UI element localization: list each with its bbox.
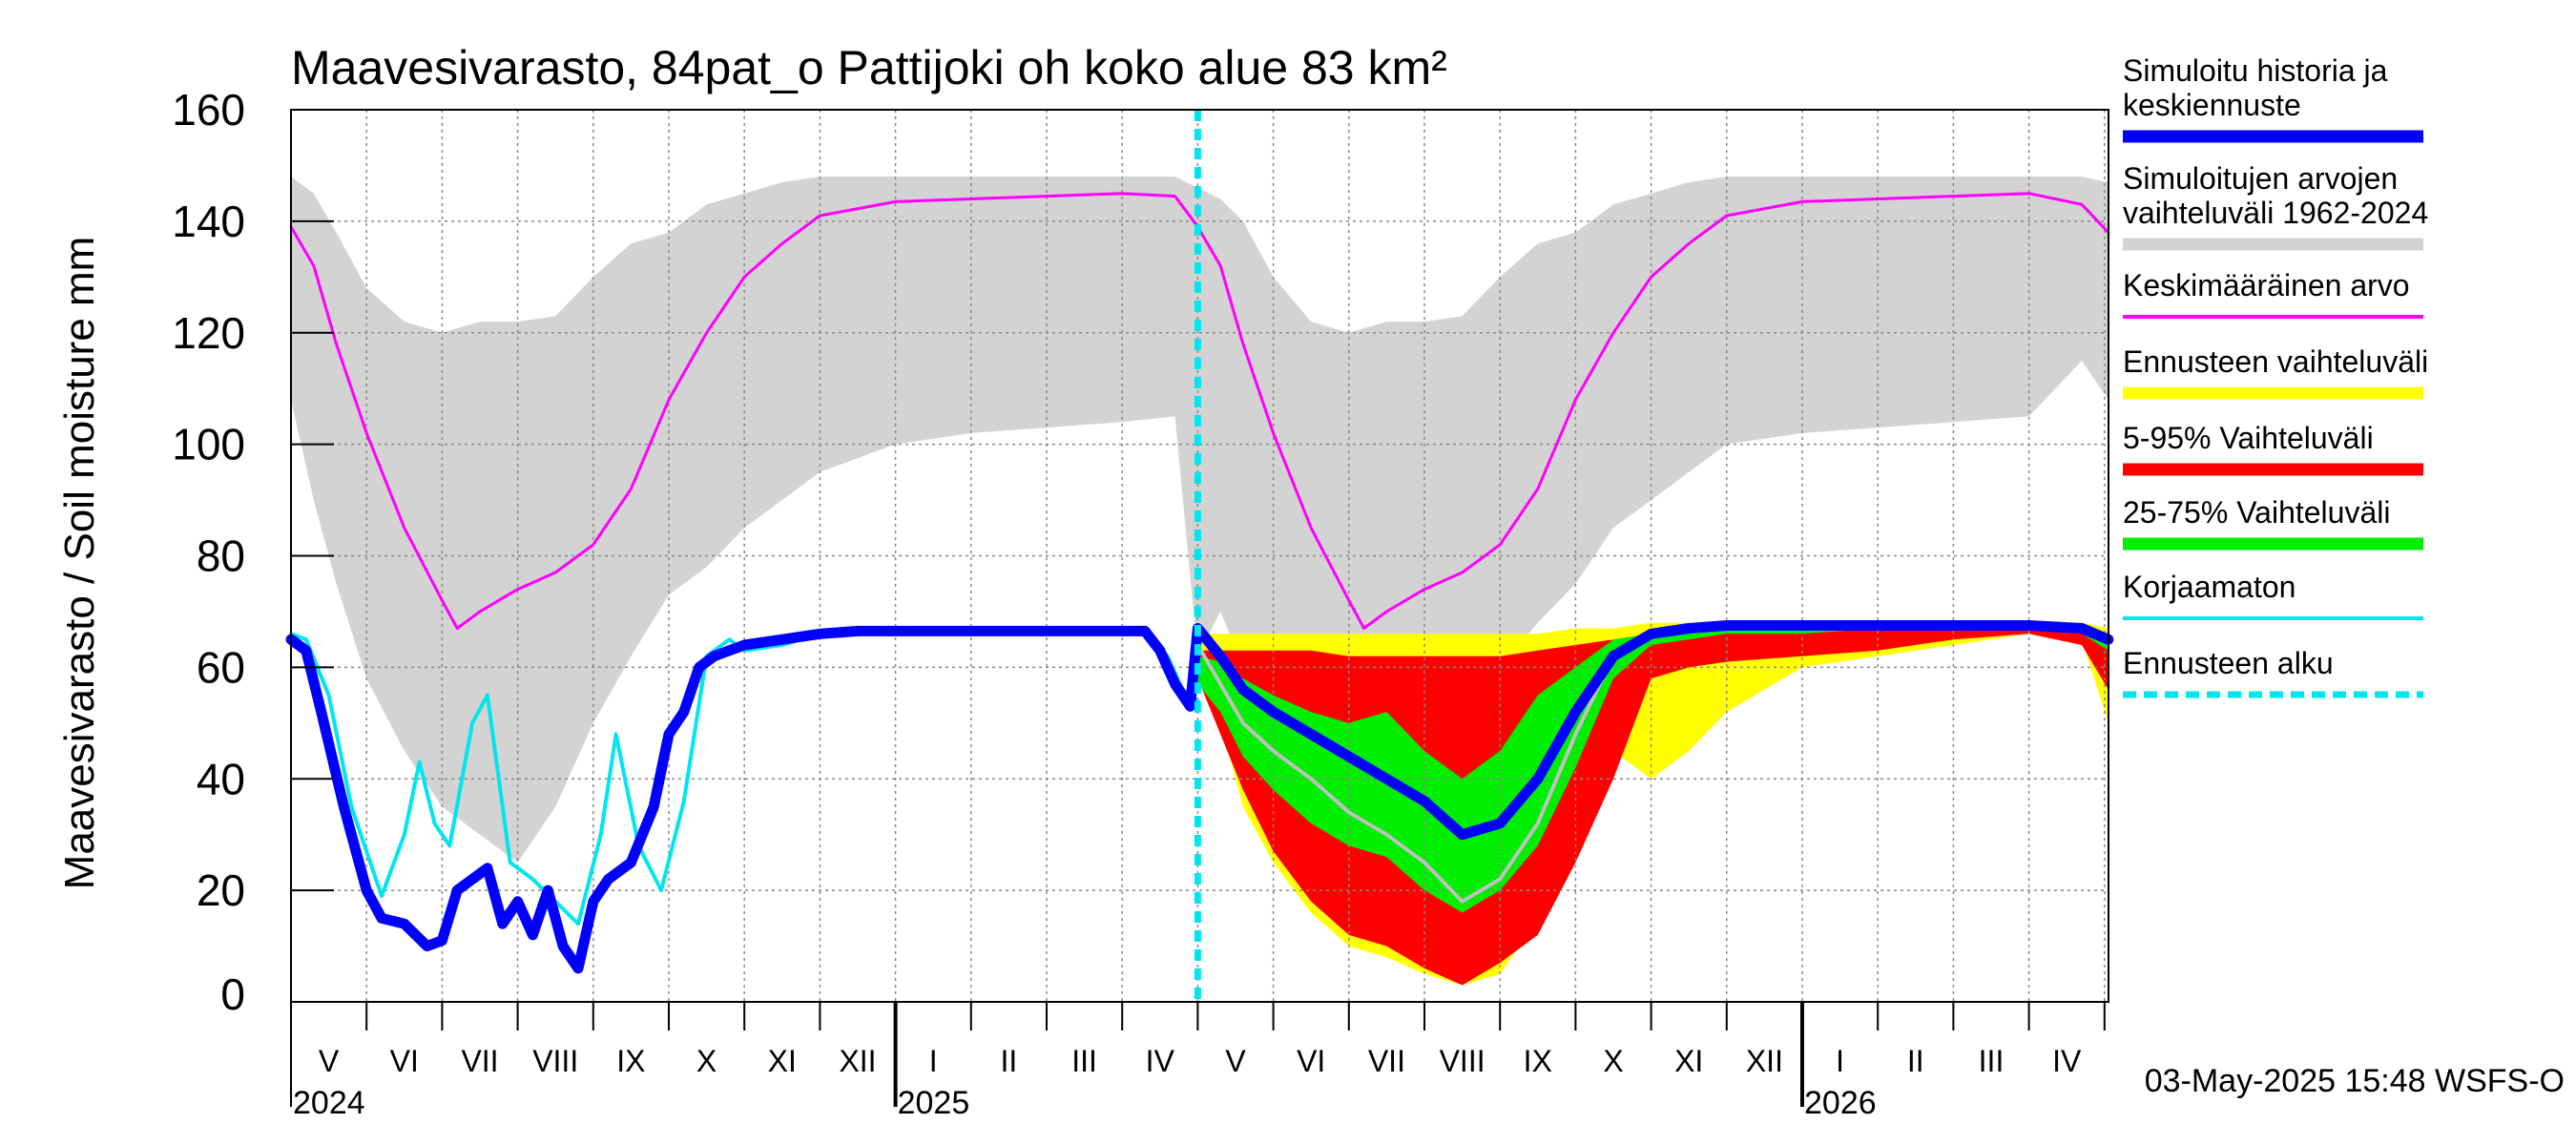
y-tick-label: 160 [172,85,245,135]
month-label: II [1001,1044,1018,1078]
legend-label: 5-95% Vaihteluväli [2123,421,2374,455]
month-label: II [1907,1044,1924,1078]
month-label: X [1603,1044,1623,1078]
y-tick-label: 40 [197,754,245,803]
month-label: XII [1746,1044,1783,1078]
chart-title: Maavesivarasto, 84pat_o Pattijoki oh kok… [291,41,1447,94]
legend-label: 25-75% Vaihteluväli [2123,495,2390,530]
month-label: VI [1297,1044,1325,1078]
month-label: X [696,1044,717,1078]
series-line-3 [285,620,2114,974]
series-lines [285,110,2114,1002]
y-tick-label: 0 [220,969,245,1019]
series-line-2 [1195,643,1615,904]
month-label: IX [616,1044,645,1078]
month-label: VII [1368,1044,1405,1078]
month-label: VI [390,1044,419,1078]
month-label: XI [768,1044,797,1078]
legend-label: Keskimääräinen arvo [2123,268,2410,302]
legend-label: Simuloitujen arvojen vaihteluväli 1962-20… [2123,161,2428,230]
year-label: 2026 [1804,1085,1877,1121]
year-label: 2025 [898,1085,970,1121]
month-label: I [929,1044,938,1078]
month-label: III [1071,1044,1097,1078]
month-label: III [1979,1044,2005,1078]
month-label: VII [461,1044,498,1078]
month-label: IV [2052,1044,2082,1078]
legend-label: Ennusteen vaihteluväli [2123,344,2428,379]
legend-label: Korjaamaton [2123,570,2296,604]
y-tick-label: 20 [197,865,245,915]
band-3 [1197,628,2109,913]
y-tick-label: 80 [197,531,245,581]
month-label: V [1225,1044,1246,1078]
timestamp-footer: 03-May-2025 15:48 WSFS-O [2145,1063,2565,1099]
y-axis-label: Maavesivarasto / Soil moisture mm [56,237,103,890]
legend: Simuloitu historia ja keskiennuste Simuloi… [2123,53,2428,698]
month-label: VIII [532,1044,578,1078]
band-2 [1197,628,2109,986]
legend-label: Simuloitu historia ja keskiennuste [2123,53,2388,122]
month-label: IV [1146,1044,1175,1078]
legend-label: Ennusteen alku [2123,646,2334,680]
month-label: XI [1674,1044,1703,1078]
y-tick-label: 140 [172,197,245,246]
month-label: V [319,1044,340,1078]
month-label: IX [1524,1044,1552,1078]
y-tick-label: 60 [197,642,245,692]
y-tick-label: 120 [172,308,245,358]
month-label: XII [839,1044,876,1078]
month-label: I [1836,1044,1844,1078]
year-label: 2024 [293,1085,365,1121]
month-label: VIII [1440,1044,1485,1078]
y-tick-label: 100 [172,420,245,469]
